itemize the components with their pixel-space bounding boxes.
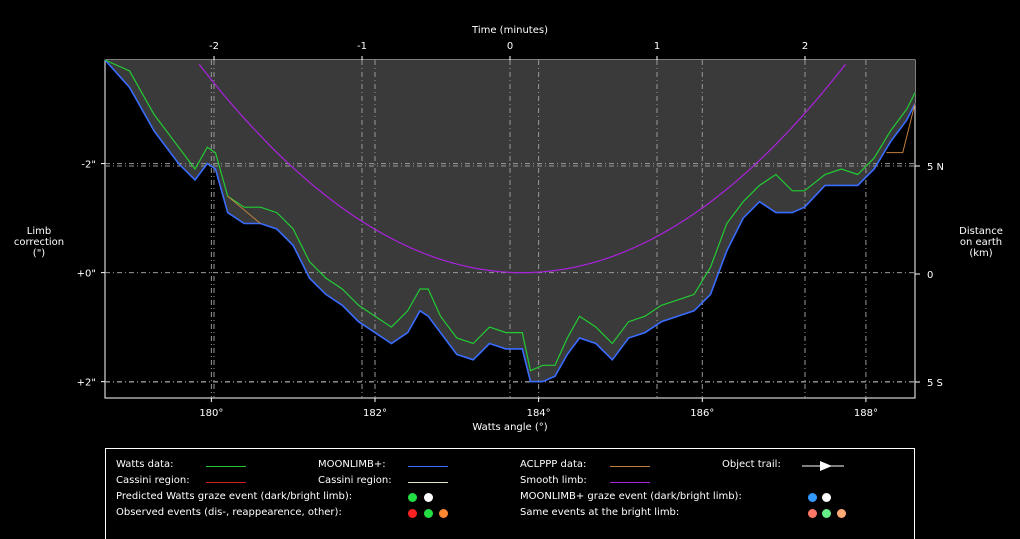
chart-canvas: -2 -1 0 1 2 180° 182° 184° 186° 188° -2" +0" +2" 5 N 0… [77,41,944,419]
right-tick-label: 5 N [927,162,944,173]
legend-pred-dot-dark [408,493,417,502]
smooth-limb-line [198,63,846,274]
right-tick-label: 0 [927,270,933,281]
right-axis-title-line: (km) [969,248,993,259]
legend-ml-dot-dark [808,493,817,502]
legend-moonlimb-swatch [408,466,448,467]
aclppp-segment [227,195,261,224]
legend-trail-label: Object trail: [722,459,781,470]
legend-obs-dot-dis [408,509,417,518]
legend-watts-label: Watts data: [116,459,174,470]
top-tick-label: -2 [209,41,219,52]
object-trail-icon [802,461,844,471]
top-tick-label: 0 [507,41,513,52]
legend-watts-swatch [206,466,246,467]
right-axis-title: Distance on earth (km) [946,226,1016,259]
top-axis-title: Time (minutes) [472,25,548,36]
legend-mlgraze-label: MOONLIMB+ graze event (dark/bright limb)… [520,491,742,502]
legend-same-dot-dis [808,509,817,518]
moonlimb-line [104,59,916,383]
legend-smooth-swatch [610,482,650,483]
right-axis-title-line: on earth [959,237,1003,248]
top-tick-label: 1 [654,41,660,52]
legend-pred-dot-bright [424,493,433,502]
legend-same-label: Same events at the bright limb: [520,507,680,518]
legend-aclppp-label: ACLPPP data: [520,459,587,470]
legend-smooth-label: Smooth limb: [520,475,587,486]
legend-moonlimb-label: MOONLIMB+: [318,459,386,470]
bottom-tick-label: 180° [199,408,223,419]
left-tick-label: +0" [77,269,96,280]
right-tick-label: 5 S [927,378,943,389]
legend-obs-label: Observed events (dis-, reappearence, oth… [116,507,342,518]
top-tick-label: -1 [357,41,367,52]
legend-cassini2-swatch [408,482,448,483]
aclppp-segment [886,103,916,154]
legend-ml-dot-bright [822,493,831,502]
watts-line [104,59,916,372]
left-tick-label: -2" [81,160,96,171]
left-tick-label: +2" [77,378,96,389]
left-axis-title-line: correction [13,237,65,248]
bottom-tick-label: 182° [363,408,387,419]
legend-cassini1-label: Cassini region: [116,475,190,486]
left-axis-title-line: (") [32,248,46,259]
legend-pred-label: Predicted Watts graze event (dark/bright… [116,491,353,502]
legend-cassini1-swatch [206,482,246,483]
top-tick-label: 2 [802,41,808,52]
right-axis-title-line: Distance [959,226,1003,237]
bottom-tick-label: 184° [527,408,551,419]
bottom-axis-title: Watts angle (°) [472,422,548,433]
series-lines [104,59,916,383]
left-axis-title: Limb correction (") [4,226,74,259]
legend-same-dot-other [837,509,846,518]
legend-obs-dot-other [439,509,448,518]
axis-ticks: -2 -1 0 1 2 180° 182° 184° 186° 188° -2" +0" +2" 5 N 0… [77,41,944,419]
left-axis-title-line: Limb [26,226,52,237]
legend-aclppp-swatch [610,466,650,467]
legend-cassini2-label: Cassini region: [318,475,392,486]
bottom-tick-label: 186° [690,408,714,419]
legend: Watts data: Cassini region: MOONLIMB+: C… [105,448,915,539]
legend-obs-dot-re [424,509,433,518]
legend-same-dot-re [822,509,831,518]
bottom-tick-label: 188° [854,408,878,419]
